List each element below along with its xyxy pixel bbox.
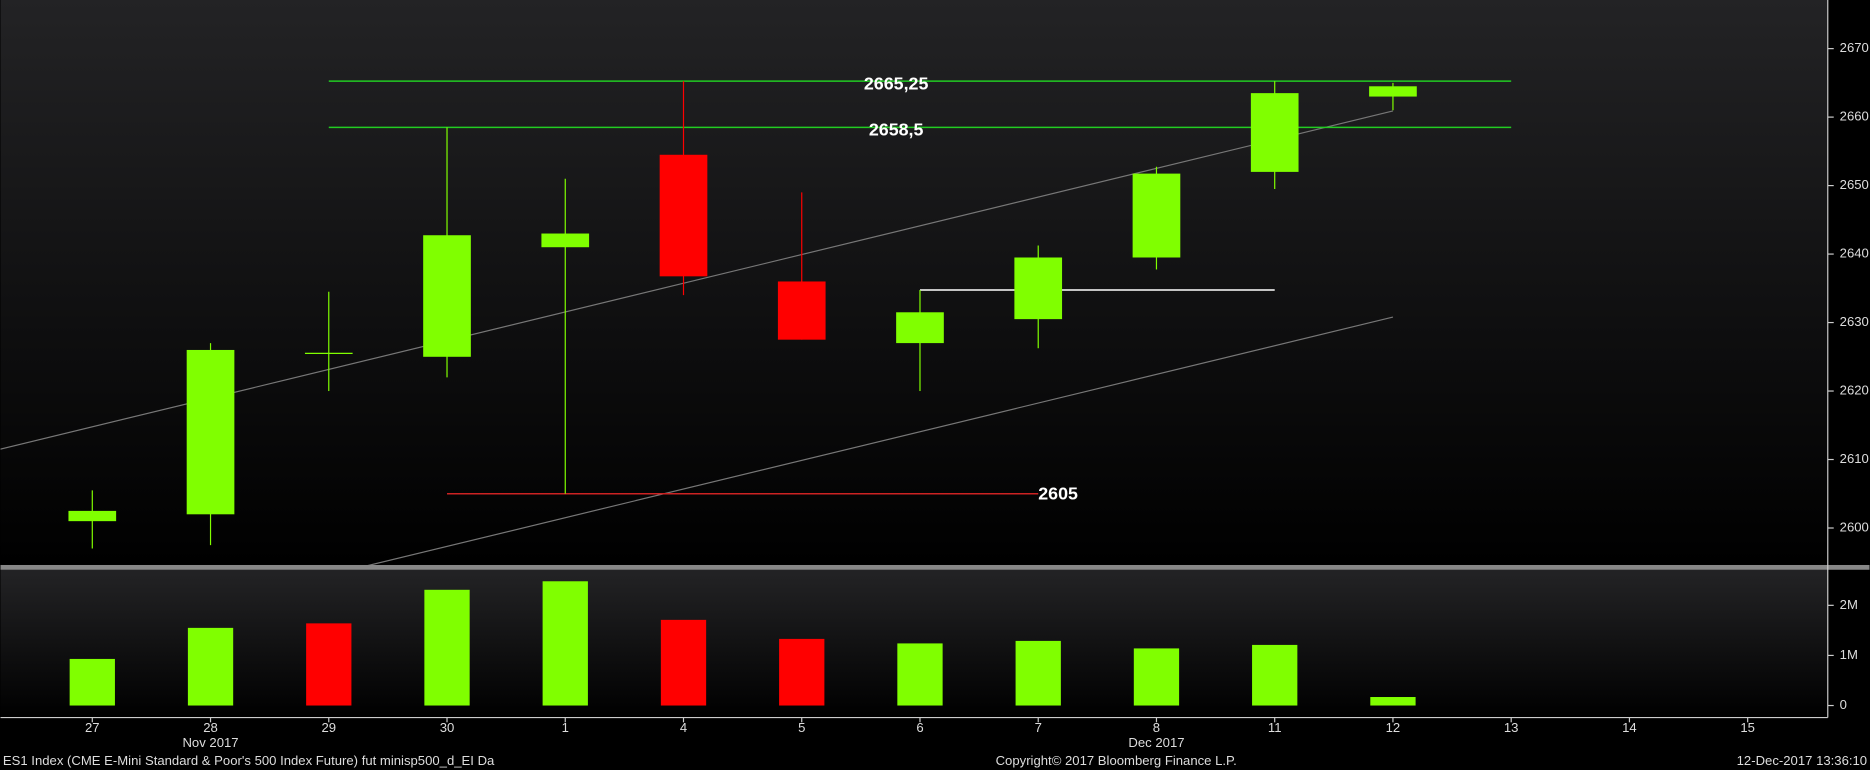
- x-tick-label: 11: [1268, 720, 1282, 735]
- volume-bar: [424, 589, 470, 706]
- y-tick-label: 2670: [1840, 40, 1869, 55]
- panel-separator: [0, 564, 1870, 570]
- y-tick-label: 2630: [1840, 314, 1869, 329]
- y-tick-label: 2650: [1840, 177, 1869, 192]
- volume-tick-label: 2M: [1840, 597, 1858, 612]
- volume-bar: [187, 627, 234, 706]
- x-tick-label: 7: [1035, 720, 1042, 735]
- channel-line: [367, 316, 1394, 565]
- x-tick-label: 30: [440, 720, 455, 735]
- volume-bar: [1370, 697, 1416, 706]
- volume-tick-label: 0: [1840, 697, 1847, 712]
- candle-body: [777, 281, 826, 340]
- volume-bar: [779, 638, 825, 706]
- candle-body: [1014, 257, 1063, 320]
- volume-bar: [1133, 648, 1180, 706]
- candle-body: [1132, 173, 1181, 258]
- x-tick-label: 1: [562, 720, 569, 735]
- footer-center: Copyright© 2017 Bloomberg Finance L.P.: [996, 753, 1237, 768]
- footer-right: 12-Dec-2017 13:36:10: [1737, 753, 1867, 768]
- volume-tick-label: 1M: [1840, 647, 1858, 662]
- candle-body: [659, 154, 708, 277]
- candle-body: [1369, 86, 1417, 97]
- x-tick-label: 29: [321, 720, 336, 735]
- volume-bar: [69, 658, 115, 706]
- price-panel: [0, 0, 1828, 565]
- x-tick-label: 8: [1153, 720, 1160, 735]
- candle-body: [423, 235, 471, 357]
- volume-bar: [306, 623, 352, 706]
- x-tick-label: 28: [203, 720, 218, 735]
- x-tick-label: 5: [798, 720, 805, 735]
- x-tick-label: 4: [680, 720, 687, 735]
- annotation-label: 2665,25: [864, 73, 929, 93]
- volume-bar: [1015, 640, 1061, 706]
- x-tick-label: 6: [916, 720, 923, 735]
- y-tick-label: 2640: [1840, 246, 1869, 261]
- volume-bar: [542, 581, 588, 706]
- x-tick-label: 27: [85, 720, 100, 735]
- candle-body: [1250, 93, 1299, 172]
- volume-bar: [660, 619, 707, 706]
- x-tick-label: 12: [1386, 720, 1401, 735]
- candle-body: [186, 349, 235, 515]
- y-tick-label: 2610: [1840, 451, 1869, 466]
- volume-bar: [1252, 644, 1298, 706]
- annotation-label: 2658,5: [869, 120, 924, 140]
- x-tick-label: 13: [1504, 720, 1519, 735]
- annotation-label: 2605: [1038, 484, 1078, 504]
- y-tick-label: 2620: [1840, 383, 1869, 398]
- price-plot: [0, 80, 1512, 565]
- candle-body: [68, 510, 117, 522]
- footer-left: ES1 Index (CME E-Mini Standard & Poor's …: [3, 753, 495, 768]
- x-period-label: Dec 2017: [1128, 735, 1184, 750]
- x-tick-label: 15: [1740, 720, 1755, 735]
- candle-body: [896, 312, 944, 344]
- x-period-label: Nov 2017: [182, 735, 238, 750]
- candle-body: [541, 233, 590, 248]
- y-tick-label: 2660: [1840, 109, 1869, 124]
- x-tick-label: 14: [1622, 720, 1637, 735]
- y-tick-label: 2600: [1840, 519, 1869, 534]
- volume-bar: [897, 643, 943, 706]
